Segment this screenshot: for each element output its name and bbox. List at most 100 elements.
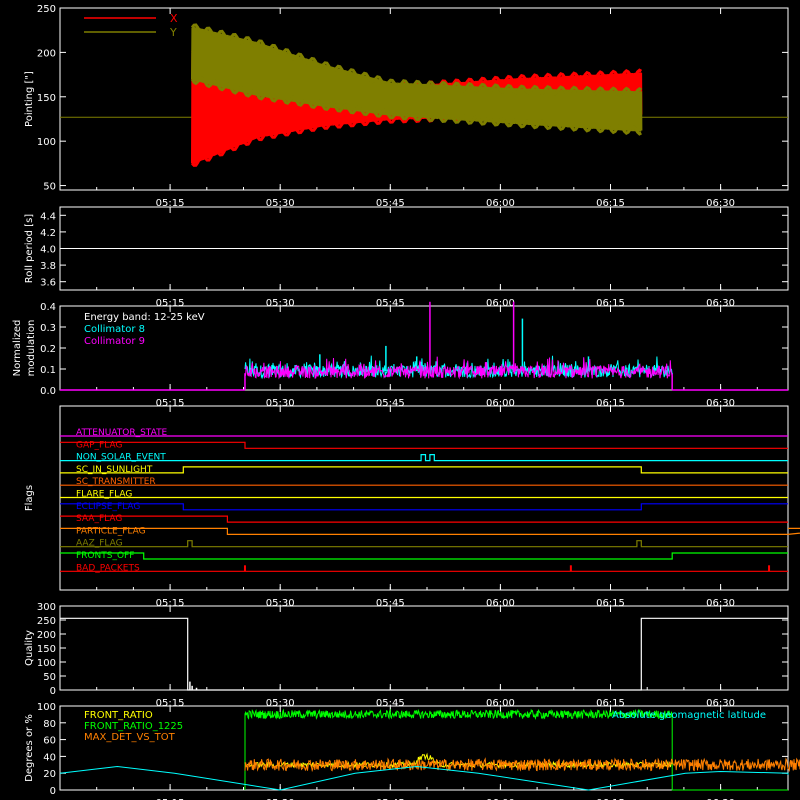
y-tick-label: 100 xyxy=(37,137,56,148)
x-tick-label: 06:30 xyxy=(706,698,735,709)
x-tick-label: 06:30 xyxy=(706,198,735,209)
x-tick-label: 05:45 xyxy=(376,298,405,309)
y-tick-label: 0.0 xyxy=(40,386,56,397)
legend-label: X xyxy=(170,12,178,25)
y-tick-label: 150 xyxy=(37,93,56,104)
x-tick-label: 05:30 xyxy=(266,798,295,800)
flag-line xyxy=(60,515,788,523)
y-tick-label: 0.2 xyxy=(40,344,56,355)
flag-label: GAP_FLAG xyxy=(76,440,122,450)
y-tick-label: 80 xyxy=(43,719,56,730)
x-tick-label: 05:15 xyxy=(156,198,185,209)
y-axis-label: Pointing ["] xyxy=(24,71,35,127)
legend-label: Collimator 8 xyxy=(84,324,145,335)
series-line-collimator-9 xyxy=(244,356,673,380)
series-line-geomagnetic-latitude xyxy=(59,765,789,791)
y-tick-label: 0.4 xyxy=(40,302,56,313)
panel-quality: 05:15 05:30 05:45 06:00 06:15 06:30 0 50 100 150 2… xyxy=(24,602,789,709)
y-tick-label: 250 xyxy=(37,4,56,15)
x-tick-label: 05:30 xyxy=(266,698,295,709)
x-tick-label: 06:15 xyxy=(596,698,625,709)
y-tick-label: 0 xyxy=(50,786,56,797)
y-tick-label: 100 xyxy=(37,658,56,669)
y-tick-label: 4.0 xyxy=(40,245,56,256)
legend-label: FRONT_RATIO_1225 xyxy=(84,721,183,732)
y-tick-label: 4.2 xyxy=(40,228,56,239)
flag-line xyxy=(60,454,788,462)
y-tick-label: 60 xyxy=(43,736,56,747)
quality-line xyxy=(60,617,788,691)
x-tick-label: 06:15 xyxy=(596,398,625,409)
y-tick-label: 100 xyxy=(37,702,56,713)
y-tick-label: 200 xyxy=(37,630,56,641)
y-tick-label: 250 xyxy=(37,616,56,627)
y-tick-label: 40 xyxy=(43,752,56,763)
y-axis-label: Normalized xyxy=(12,320,23,377)
flag-label: SAA_FLAG xyxy=(76,514,122,524)
y-axis-label: Quality xyxy=(24,630,35,666)
legend-label: Absolute geomagnetic latitude xyxy=(612,710,766,721)
y-tick-label: 0.3 xyxy=(40,323,56,334)
y-axis-label: Flags xyxy=(24,485,35,511)
y-tick-label: 200 xyxy=(37,48,56,59)
x-tick-label: 05:15 xyxy=(156,798,185,800)
legend-label: Collimator 9 xyxy=(84,336,145,347)
flag-line xyxy=(60,552,788,560)
x-tick-label: 05:45 xyxy=(376,198,405,209)
panel-modulation: 05:15 05:30 05:45 06:00 06:15 06:30 0.0 0.1 0.2 0… xyxy=(12,301,789,409)
flag-label: SC_TRANSMITTER xyxy=(76,477,156,487)
y-tick-label: 50 xyxy=(43,672,56,683)
series-line-y xyxy=(191,26,643,132)
x-tick-label: 06:00 xyxy=(486,198,515,209)
x-tick-label: 06:30 xyxy=(706,598,735,609)
x-tick-label: 06:00 xyxy=(486,598,515,609)
panel-frame-pointing xyxy=(59,7,789,191)
x-tick-label: 05:45 xyxy=(376,398,405,409)
x-tick-label: 06:00 xyxy=(486,698,515,709)
y-tick-label: 0 xyxy=(50,686,56,697)
flag-label: NON_SOLAR_EVENT xyxy=(76,453,166,463)
x-tick-label: 05:30 xyxy=(266,298,295,309)
series-line-front-ratio-1225 xyxy=(244,708,788,791)
x-tick-label: 06:30 xyxy=(706,798,735,800)
y-tick-label: 150 xyxy=(37,644,56,655)
x-tick-label: 05:30 xyxy=(266,598,295,609)
flag-label: SC_IN_SUNLIGHT xyxy=(76,465,153,475)
x-tick-label: 05:45 xyxy=(376,798,405,800)
panel-flags: 05:15 05:30 05:45 06:00 06:15 06:30 Flags ATTEN… xyxy=(24,405,800,609)
y-axis-label: Degrees or % xyxy=(24,714,35,782)
x-tick-label: 06:15 xyxy=(596,598,625,609)
x-tick-label: 06:30 xyxy=(706,298,735,309)
legend-label: MAX_DET_VS_TOT xyxy=(84,732,176,743)
panel-frame-ratios xyxy=(59,705,789,791)
flag-label: FLARE_FLAG xyxy=(76,490,132,500)
panel-pointing: 05:15 05:30 05:45 06:00 06:15 06:30 50 100 150 20… xyxy=(24,4,789,209)
y-tick-label: 300 xyxy=(37,602,56,613)
y-axis-label: modulation xyxy=(26,320,37,377)
flag-label: PARTICLE_FLAG xyxy=(76,526,146,536)
y-tick-label: 0.1 xyxy=(40,365,56,376)
legend-label: FRONT_RATIO xyxy=(84,710,153,721)
x-tick-label: 05:15 xyxy=(156,598,185,609)
x-tick-label: 06:15 xyxy=(596,798,625,800)
x-tick-label: 05:15 xyxy=(156,698,185,709)
panel-ratios: 05:15 05:30 05:45 06:00 06:15 06:30 0 20 40 60 80 1… xyxy=(24,702,800,800)
x-tick-label: 06:30 xyxy=(706,398,735,409)
x-tick-label: 05:30 xyxy=(266,398,295,409)
flag-line xyxy=(60,441,788,449)
y-tick-label: 3.8 xyxy=(40,261,56,272)
series-line-max-det-vs-tot xyxy=(244,757,800,773)
x-tick-label: 05:15 xyxy=(156,398,185,409)
flag-line xyxy=(60,466,788,474)
flag-line xyxy=(60,503,788,511)
legend-label: Y xyxy=(169,26,177,39)
x-tick-label: 06:15 xyxy=(596,298,625,309)
y-tick-label: 50 xyxy=(43,182,56,193)
series-envelope-lower xyxy=(190,75,642,136)
y-axis-label: Roll period [s] xyxy=(24,214,35,283)
x-tick-label: 06:00 xyxy=(486,298,515,309)
flag-label: AAZ_FLAG xyxy=(76,539,123,549)
flag-line xyxy=(60,540,788,548)
